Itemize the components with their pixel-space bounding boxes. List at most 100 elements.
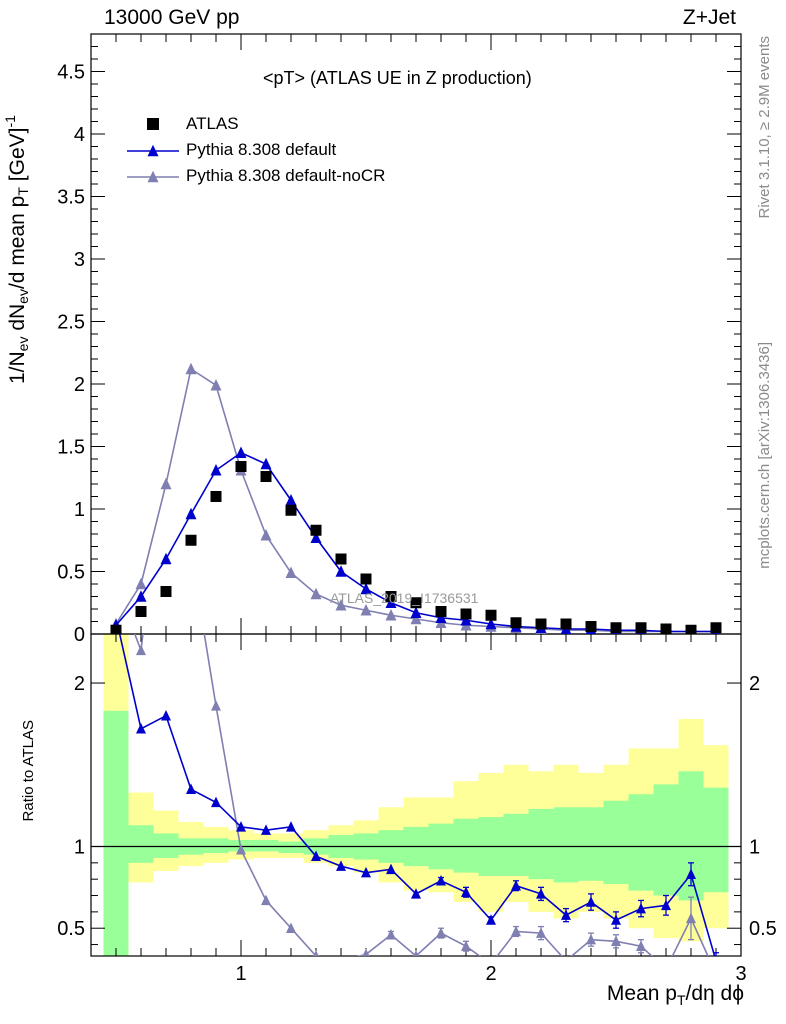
ratio-point-pythia-nocr bbox=[686, 912, 696, 924]
ratio-point-pythia-default bbox=[136, 723, 146, 734]
ratio-point-pythia-nocr bbox=[565, 955, 567, 956]
legend-label-atlas: ATLAS bbox=[186, 114, 239, 133]
ratio-point-pythia-nocr bbox=[111, 579, 121, 590]
data-point-pythia-default bbox=[135, 590, 147, 602]
y-tick-label: 4.5 bbox=[57, 62, 85, 84]
data-point-pythia-default bbox=[385, 596, 397, 608]
data-point-pythia-default bbox=[410, 606, 422, 618]
ratio-y-tick-label: 1 bbox=[74, 836, 85, 858]
side-label-rivet: Rivet 3.1.10, ≥ 2.9M events bbox=[756, 36, 773, 219]
data-point-pythia-nocr bbox=[310, 587, 322, 600]
data-point-pythia-nocr bbox=[185, 362, 197, 375]
data-point-atlas bbox=[335, 553, 347, 565]
y-tick-label: 3 bbox=[74, 249, 85, 271]
ratio-point-pythia-default bbox=[411, 888, 421, 899]
data-point-pythia-nocr bbox=[285, 566, 297, 578]
ratio-band-inner bbox=[528, 808, 554, 880]
data-point-atlas bbox=[660, 623, 672, 634]
data-point-atlas bbox=[185, 534, 197, 546]
data-point-atlas bbox=[585, 621, 597, 632]
data-point-atlas bbox=[160, 586, 172, 597]
watermark-label: ATLAS_2019_I1736531 bbox=[330, 590, 479, 606]
ratio-point-pythia-nocr bbox=[386, 929, 396, 940]
ratio-series-group bbox=[111, 432, 721, 979]
ratio-point-pythia-nocr bbox=[362, 948, 370, 956]
data-point-pythia-default bbox=[360, 582, 372, 595]
data-point-atlas bbox=[385, 591, 397, 602]
legend-label-pythia-nocr: Pythia 8.308 default-noCR bbox=[186, 166, 386, 185]
data-point-atlas bbox=[560, 618, 572, 630]
data-point-pythia-nocr bbox=[335, 599, 347, 611]
y-tick-label: 1 bbox=[74, 499, 85, 521]
data-point-atlas bbox=[310, 524, 322, 536]
legend-marker-pythia-nocr bbox=[147, 170, 159, 183]
ratio-point-pythia-default bbox=[361, 866, 371, 878]
ratio-point-pythia-nocr bbox=[161, 432, 171, 443]
ratio-y-tick-label-right: 2 bbox=[749, 673, 760, 695]
data-point-pythia-default bbox=[435, 611, 447, 623]
y-tick-label: 2 bbox=[74, 374, 85, 396]
data-point-atlas bbox=[460, 608, 472, 620]
ratio-point-pythia-default bbox=[561, 909, 571, 920]
ratio-point-pythia-nocr bbox=[413, 950, 419, 956]
data-point-pythia-default bbox=[235, 446, 247, 458]
x-tick-label: 3 bbox=[735, 963, 746, 985]
data-point-atlas bbox=[685, 624, 697, 634]
ratio-point-pythia-nocr bbox=[261, 894, 271, 906]
ratio-point-pythia-default bbox=[536, 888, 546, 899]
ratio-band-inner bbox=[103, 710, 129, 956]
ratio-band-inner bbox=[603, 800, 629, 885]
data-point-pythia-nocr bbox=[135, 577, 147, 590]
ratio-point-pythia-nocr bbox=[711, 968, 721, 979]
plot-title: <pT> (ATLAS UE in Z production) bbox=[263, 68, 532, 88]
y-tick-label: 2.5 bbox=[57, 312, 85, 334]
ratio-band-inner bbox=[203, 838, 229, 854]
ratio-band-inner bbox=[278, 841, 304, 854]
data-point-atlas bbox=[635, 622, 647, 634]
ratio-bands bbox=[103, 634, 729, 956]
ratio-y-tick-label-right: 1 bbox=[749, 836, 760, 858]
x-tick-label: 1 bbox=[235, 963, 246, 985]
ratio-point-pythia-default bbox=[661, 899, 671, 911]
data-point-atlas bbox=[285, 504, 297, 516]
data-point-pythia-default bbox=[460, 614, 472, 626]
data-point-atlas bbox=[360, 573, 372, 585]
data-point-pythia-nocr bbox=[410, 612, 422, 625]
data-point-atlas bbox=[235, 461, 247, 472]
legend-marker-pythia-default bbox=[147, 144, 159, 157]
ratio-band-inner bbox=[503, 813, 529, 876]
ratio-point-pythia-default bbox=[461, 886, 471, 898]
y-tick-label: 3.5 bbox=[57, 187, 85, 209]
ratio-point-pythia-nocr bbox=[511, 925, 521, 937]
x-tick-label: 2 bbox=[485, 963, 496, 985]
ratio-band-inner bbox=[253, 839, 279, 852]
ratio-point-pythia-default bbox=[211, 796, 221, 808]
data-point-atlas bbox=[485, 609, 497, 621]
data-point-pythia-nocr bbox=[360, 604, 372, 616]
ratio-point-pythia-nocr bbox=[611, 935, 621, 947]
data-point-atlas bbox=[610, 622, 622, 634]
ratio-point-pythia-default bbox=[586, 896, 596, 907]
ratio-point-pythia-default bbox=[386, 863, 396, 875]
ratio-point-pythia-default bbox=[236, 821, 246, 832]
header-right-label: Z+Jet bbox=[682, 6, 736, 29]
ratio-point-pythia-default bbox=[636, 902, 646, 914]
data-point-pythia-nocr bbox=[385, 609, 397, 621]
ratio-band-inner bbox=[578, 807, 604, 881]
ratio-band-inner bbox=[128, 825, 154, 863]
ratio-point-pythia-nocr bbox=[236, 844, 246, 855]
ratio-point-pythia-nocr bbox=[536, 927, 546, 938]
ratio-y-tick-label: 2 bbox=[74, 673, 85, 695]
main-series-group bbox=[110, 362, 722, 634]
ratio-point-pythia-nocr bbox=[636, 940, 646, 951]
y-axis-title-top: 1/Nev dNev/d mean pT [GeV]-1 bbox=[2, 115, 32, 385]
ratio-point-pythia-nocr bbox=[586, 933, 596, 945]
data-point-atlas bbox=[110, 624, 122, 634]
legend-label-pythia-default: Pythia 8.308 default bbox=[186, 140, 337, 159]
ratio-point-pythia-default bbox=[715, 955, 717, 956]
legend-marker-atlas bbox=[147, 118, 159, 130]
data-point-atlas bbox=[510, 617, 522, 629]
header-left-label: 13000 GeV pp bbox=[104, 6, 240, 29]
data-point-pythia-default bbox=[210, 464, 222, 476]
